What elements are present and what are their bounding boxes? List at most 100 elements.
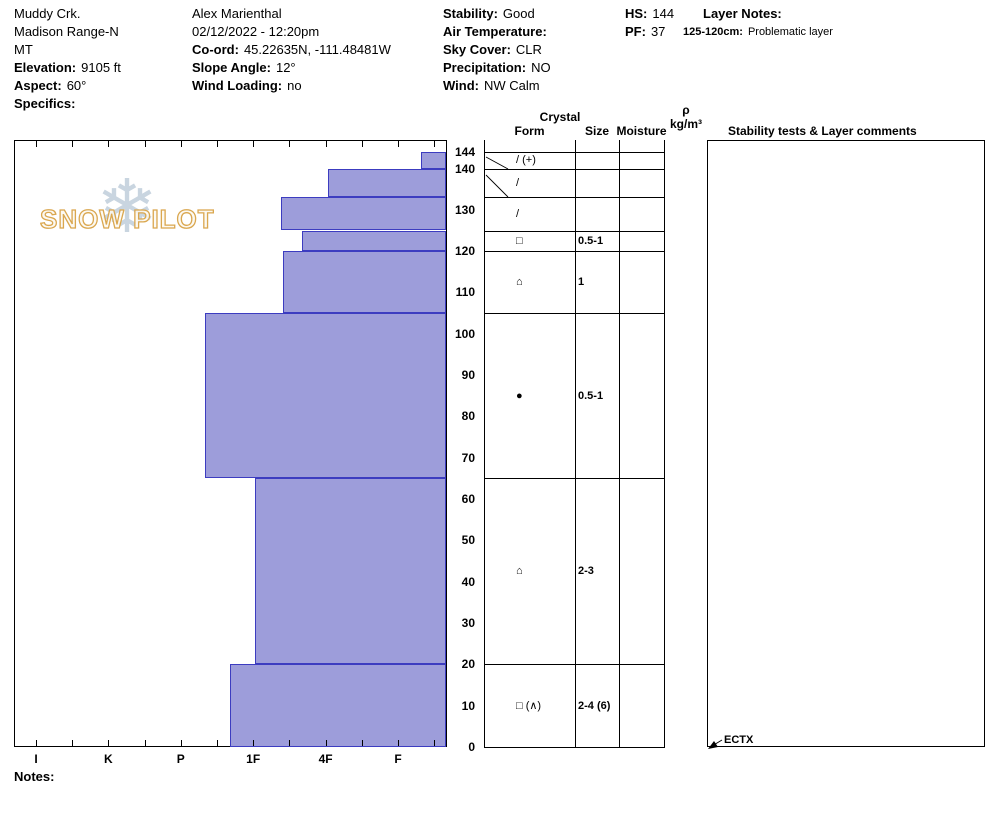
air-temperature: Air Temperature:	[443, 23, 552, 41]
aspect-value: 60°	[66, 78, 87, 93]
hardness-tick	[361, 740, 363, 746]
hardness-tick	[253, 141, 255, 147]
hs-label: HS:	[625, 6, 648, 21]
site-elevation: Elevation: 9105 ft	[14, 59, 121, 77]
snowpilot-watermark: ❄ SNOW PILOT	[38, 170, 223, 254]
crystal-form-cell: /	[516, 176, 520, 189]
crystal-form-cell: □	[516, 234, 523, 247]
layer-row-line	[484, 251, 665, 253]
site-specifics: Specifics:	[14, 95, 121, 113]
depth-tick-label: 50	[461, 533, 475, 548]
hardness-axis: I K P 1F 4F F	[14, 752, 474, 768]
depth-tick-label: 10	[461, 698, 475, 713]
stability-comments-box: ECTX	[707, 140, 985, 747]
hardness-tick	[398, 141, 399, 147]
site-state: MT	[14, 42, 33, 57]
elevation-value: 9105 ft	[81, 60, 121, 75]
hardness-tick	[325, 141, 327, 147]
sky-cover-value: CLR	[515, 42, 542, 57]
snow-layer-bar	[280, 197, 446, 231]
wind-label: Wind:	[443, 78, 479, 93]
wind-loading-label: Wind Loading:	[192, 78, 283, 93]
layer-row-line	[484, 478, 665, 480]
hardness-tick	[289, 141, 291, 147]
depth-tick-label: 140	[454, 161, 475, 176]
crystal-table: / (+) / / □ 0.5-1 ⌂ 1 ● 0.5-1 ⌂ 2-3 □ (∧) 2-4 (6)	[484, 140, 708, 749]
snow-layer-bar	[230, 664, 446, 747]
snow-layer-bar	[204, 313, 446, 479]
hardness-scale-label: 4F	[318, 752, 333, 766]
crystal-header: Crystal	[539, 110, 581, 124]
crystal-size-cell: 1	[578, 276, 585, 289]
precipitation: Precipitation: NO	[443, 59, 552, 77]
wind-value: NW Calm	[483, 78, 540, 93]
depth-tick-label: 120	[454, 244, 475, 259]
header-conditions-block: Stability: Good Air Temperature: Sky Cove…	[443, 5, 552, 95]
layer-row-line	[484, 230, 665, 232]
crystal-size-cell: 2-3	[578, 565, 594, 578]
depth-tick-label: 144	[454, 145, 475, 159]
table-vline	[619, 140, 620, 747]
depth-tick-label: 100	[454, 326, 475, 341]
hardness-profile-plot	[14, 140, 447, 747]
table-vline	[664, 140, 665, 747]
stability-test-result: ECTX	[724, 734, 754, 746]
wind-loading-value: no	[287, 78, 302, 93]
pf-value: 37	[650, 24, 666, 39]
snowflake-icon: ❄	[96, 165, 159, 248]
hardness-tick	[108, 141, 110, 147]
specifics-label: Specifics:	[14, 96, 76, 111]
precipitation-label: Precipitation:	[443, 60, 527, 75]
hardness-scale-label: K	[104, 752, 113, 766]
layer-note-entry: 125-120cm: Problematic layer	[683, 25, 833, 39]
header-observer-block: Alex Marienthal 02/12/2022 - 12:20pm Co-…	[192, 5, 391, 95]
hardness-tick	[253, 740, 255, 746]
hardness-tick	[289, 740, 291, 746]
hardness-tick	[36, 141, 37, 147]
depth-tick-label: 60	[461, 492, 475, 507]
depth-tick-label: 90	[461, 368, 475, 383]
hardness-scale-label: P	[176, 752, 185, 766]
coord-value: 45.22635N, -111.48481W	[243, 42, 391, 57]
hardness-scale-label: F	[394, 752, 402, 766]
stability-label: Stability:	[443, 6, 498, 21]
hardness-tick	[434, 141, 436, 147]
hardness-scale-label: 1F	[246, 752, 261, 766]
depth-tick-label: 20	[461, 657, 475, 672]
site-range: Madison Range-N	[14, 24, 119, 39]
air-temperature-label: Air Temperature:	[443, 24, 547, 39]
crystal-form-cell: / (+)	[516, 154, 536, 167]
crystal-form-cell: ●	[516, 389, 523, 402]
crystal-form-cell: ⌂	[516, 565, 523, 578]
density-rho-header: ρ	[682, 103, 690, 117]
crystal-form-cell: ⌂	[516, 276, 523, 289]
table-vline	[484, 140, 485, 747]
hardness-tick	[36, 740, 37, 746]
crystal-size-cell: 2-4 (6)	[578, 699, 611, 712]
moisture-header: Moisture	[616, 124, 667, 138]
depth-tick-label: 70	[461, 450, 475, 465]
precipitation-value: NO	[531, 60, 551, 75]
depth-tick-label: 110	[455, 285, 475, 300]
layer-row-line	[484, 747, 665, 748]
sky-cover: Sky Cover: CLR	[443, 41, 552, 59]
layer-row-line	[484, 664, 665, 666]
crystal-form-cell: □ (∧)	[516, 699, 542, 712]
hardness-tick	[217, 141, 218, 147]
layer-row-line	[484, 313, 665, 315]
stability-comments-header: Stability tests & Layer comments	[728, 124, 917, 138]
site-name: Muddy Crk.	[14, 6, 81, 21]
header-totals-block: HS: 144 PF: 37	[625, 5, 674, 41]
aspect-label: Aspect:	[14, 78, 62, 93]
coordinates: Co-ord: 45.22635N, -111.48481W	[192, 41, 391, 59]
table-vline	[575, 140, 576, 747]
crystal-form-cell: /	[516, 207, 520, 220]
layer-note-text: Problematic layer	[747, 26, 833, 38]
snow-layer-bar	[254, 478, 446, 665]
pit-foot-depth: PF: 37	[625, 23, 674, 41]
slope-angle: Slope Angle: 12°	[192, 59, 391, 77]
hardness-tick	[325, 740, 327, 746]
slope-angle-value: 12°	[275, 60, 296, 75]
hardness-tick	[180, 740, 182, 746]
layer-note-range: 125-120cm:	[683, 26, 743, 38]
